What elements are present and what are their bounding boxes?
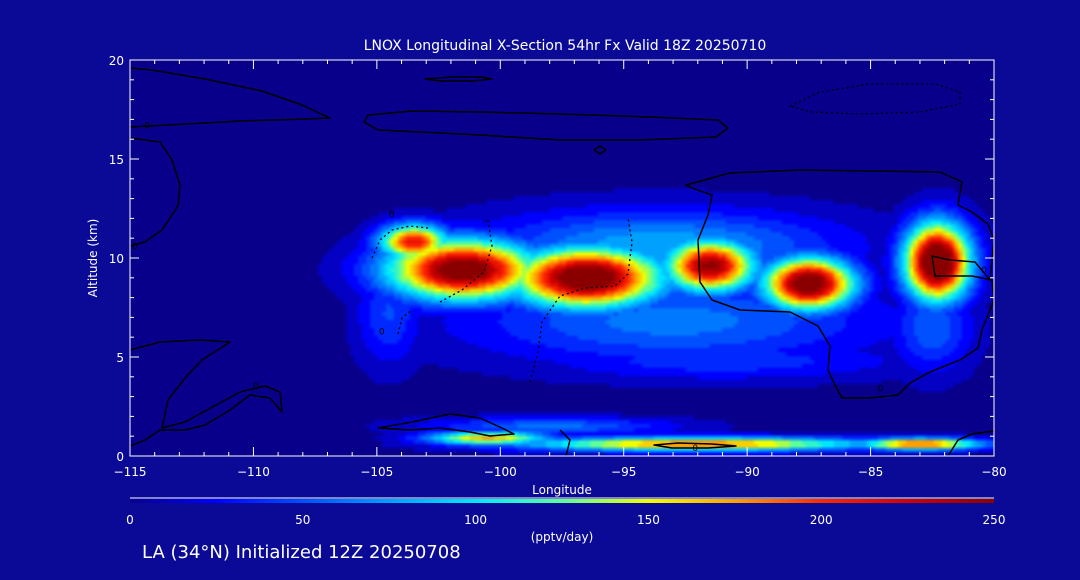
colorbar-ticks: 0 50 100 150 200 250: [126, 513, 1005, 527]
contour-labels: 0 0 0 0 0 0 0 0: [132, 121, 987, 454]
contour-label: 0: [692, 444, 698, 454]
colorbar-tick-label: 0: [126, 513, 134, 527]
contour-left-upper: [130, 67, 331, 128]
y-tick-label: 10: [109, 252, 124, 266]
x-axis-label: Longitude: [532, 483, 592, 497]
colorbar-tick-label: 100: [464, 513, 487, 527]
contour-label: 0: [144, 121, 150, 131]
colorbar-tick-label: 250: [983, 513, 1006, 527]
contour-label: 0: [878, 385, 884, 395]
contour-label: 0: [389, 210, 395, 220]
dotted-contour-3: [371, 225, 429, 259]
chart-title: LNOX Longitudinal X-Section 54hr Fx Vali…: [364, 38, 767, 54]
contour-bottom-mid: [653, 442, 737, 449]
dotted-contour-4: [788, 83, 961, 115]
init-caption: LA (34°N) Initialized 12Z 20250708: [142, 542, 461, 563]
x-tick-label: −115: [114, 465, 147, 479]
y-tick-label: 0: [116, 450, 124, 464]
contour-left-lower: [130, 339, 283, 447]
zero-contours: [130, 67, 994, 456]
x-tick-label: −105: [360, 465, 393, 479]
dotted-contour-1: [439, 219, 493, 303]
contour-bottom-right: [947, 430, 994, 456]
dotted-contour-2: [529, 217, 633, 383]
y-axis-label: Altitude (km): [86, 219, 100, 298]
contour-left-middle: [130, 137, 181, 247]
contour-bottom-vertical: [559, 429, 571, 456]
x-tick-label: −85: [858, 465, 883, 479]
x-axis: −115 −110 −105 −100 −95 −90 −85 −80: [114, 60, 1007, 479]
contour-label: 0: [253, 383, 259, 393]
contour-top-band: [363, 110, 729, 141]
colorbar-tick-label: 200: [810, 513, 833, 527]
plot-area: 0 0 0 0 0 0 0 0: [130, 60, 994, 456]
x-tick-label: −80: [981, 465, 1006, 479]
contour-diamond: [593, 145, 607, 155]
y-axis: 0 5 10 15 20: [109, 54, 994, 464]
contour-label: 0: [132, 242, 138, 252]
y-tick-label: 5: [116, 351, 124, 365]
contour-top-small: [424, 76, 493, 82]
dotted-contour-5: [397, 309, 413, 335]
colorbar-label: (pptv/day): [531, 530, 594, 544]
x-tick-label: −90: [734, 465, 759, 479]
colorbar: 0 50 100 150 200 250 (pptv/day): [126, 497, 1005, 544]
contour-bottom-left: [377, 413, 515, 437]
contour-label: 0: [981, 266, 987, 276]
x-tick-label: −100: [484, 465, 517, 479]
contour-label: 0: [379, 327, 385, 337]
colorbar-tick-label: 150: [637, 513, 660, 527]
y-tick-label: 20: [109, 54, 124, 68]
negative-contours-dotted: [371, 83, 961, 383]
colorbar-tick-label: 50: [295, 513, 310, 527]
contour-right-main: [685, 169, 994, 399]
y-tick-label: 15: [109, 153, 124, 167]
x-tick-label: −95: [611, 465, 636, 479]
colorbar-gradient: [130, 499, 994, 503]
x-tick-label: −110: [237, 465, 270, 479]
